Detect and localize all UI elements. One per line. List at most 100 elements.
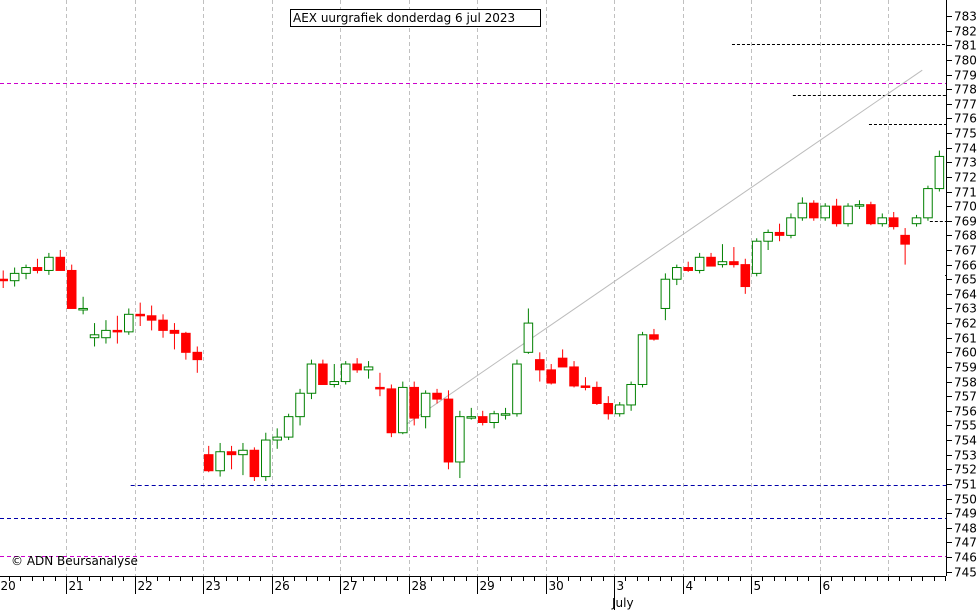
y-tick-label: 756 xyxy=(954,405,977,419)
candle-down xyxy=(557,357,568,368)
candle-up xyxy=(283,416,294,438)
candle-down xyxy=(443,398,454,463)
x-tick-label: 6 xyxy=(823,579,831,593)
y-tick-label: 749 xyxy=(954,507,977,521)
candle-down xyxy=(580,385,591,388)
candle-up xyxy=(911,217,922,225)
gridlines xyxy=(66,0,889,576)
candle-up xyxy=(797,202,808,219)
candle-up xyxy=(786,217,796,236)
candle-down xyxy=(477,416,488,423)
candle-down xyxy=(386,388,397,434)
candle-up xyxy=(934,155,945,190)
x-tick-label: 26 xyxy=(275,579,290,593)
candle-up xyxy=(626,383,636,406)
candle-up xyxy=(523,322,534,353)
candle-up xyxy=(854,204,865,207)
candle-down xyxy=(866,204,876,225)
y-tick-label: 750 xyxy=(954,493,977,507)
x-tick-label: 27 xyxy=(343,579,358,593)
candle-up xyxy=(843,205,853,225)
y-tick-label: 772 xyxy=(954,171,977,185)
x-tick-label: 29 xyxy=(480,579,495,593)
candle-up xyxy=(21,267,31,274)
y-tick-label: 748 xyxy=(954,522,977,536)
candle-up xyxy=(398,386,408,434)
y-tick-label: 769 xyxy=(954,215,977,229)
y-tick-label: 765 xyxy=(954,273,977,287)
candle-down xyxy=(375,386,385,390)
candle-up xyxy=(215,451,225,472)
y-tick-label: 759 xyxy=(954,361,977,375)
y-tick-label: 752 xyxy=(954,463,977,477)
x-axis: 20 21 22 23 26 27 28 29 30 3 4 5 6 xyxy=(1,576,946,610)
x-tick-label: 22 xyxy=(138,579,153,593)
y-tick-label: 776 xyxy=(954,112,977,126)
trendline xyxy=(404,69,923,426)
candle-up xyxy=(717,261,728,266)
candle-down xyxy=(831,205,842,225)
candle-down xyxy=(649,334,659,340)
y-tick-label: 747 xyxy=(954,536,977,550)
candle-up xyxy=(660,278,671,309)
y-tick-label: 758 xyxy=(954,376,977,390)
copyright-text: © ADN Beursanalyse xyxy=(11,554,138,568)
x-tick-label: 4 xyxy=(686,579,694,593)
y-tick-label: 773 xyxy=(954,156,977,170)
candle-down xyxy=(226,451,237,456)
candle-up xyxy=(340,363,351,383)
candle-up xyxy=(637,334,648,385)
x-tick-label: 23 xyxy=(206,579,221,593)
candle-up xyxy=(329,381,340,385)
candle-down xyxy=(112,329,123,333)
candle-down xyxy=(432,392,442,400)
x-tick-label: 28 xyxy=(412,579,427,593)
candle-down xyxy=(169,329,180,334)
candle-up xyxy=(261,439,271,478)
candle-up xyxy=(923,188,933,219)
y-tick-label: 780 xyxy=(954,54,977,68)
candle-down xyxy=(683,267,693,271)
candle-up xyxy=(751,240,762,274)
x-tick-label: 5 xyxy=(754,579,762,593)
candle-up xyxy=(78,307,88,311)
y-tick-label: 774 xyxy=(954,142,977,156)
candle-down xyxy=(409,386,419,419)
candle-up xyxy=(820,205,830,219)
candle-down xyxy=(592,386,602,404)
candle-up xyxy=(44,256,54,271)
y-tick-label: 783 xyxy=(954,10,977,24)
y-tick-label: 755 xyxy=(954,419,977,433)
y-tick-label: 760 xyxy=(954,346,977,360)
candle-down xyxy=(603,402,614,415)
candle-up xyxy=(238,449,248,456)
candle-down xyxy=(740,264,751,288)
candle-up xyxy=(124,313,134,333)
candle-down xyxy=(809,202,819,219)
candle-down xyxy=(352,363,362,371)
y-tick-label: 770 xyxy=(954,200,977,214)
candle-down xyxy=(249,449,260,478)
candle-down xyxy=(32,267,43,271)
candle-down xyxy=(203,454,214,472)
candle-up xyxy=(877,217,888,225)
candle-down xyxy=(900,234,910,245)
candle-up xyxy=(614,404,625,415)
chart-title: AEX uurgrafiek donderdag 6 jul 2023 xyxy=(293,11,515,25)
y-tick-label: 777 xyxy=(954,98,977,112)
candle-up xyxy=(500,413,511,416)
y-tick-label: 764 xyxy=(954,288,977,302)
y-tick-label: 754 xyxy=(954,434,977,448)
candle-down xyxy=(181,332,191,353)
y-tick-label: 751 xyxy=(954,478,977,492)
y-tick-label: 766 xyxy=(954,259,977,273)
candle-down xyxy=(546,369,556,384)
candle-up xyxy=(9,272,20,282)
candle-down xyxy=(729,261,739,266)
x-tick-label: 20 xyxy=(1,579,16,593)
y-tick-label: 767 xyxy=(954,244,977,258)
candle-up xyxy=(694,256,705,271)
candle-down xyxy=(774,231,785,236)
candle-down xyxy=(146,315,157,321)
